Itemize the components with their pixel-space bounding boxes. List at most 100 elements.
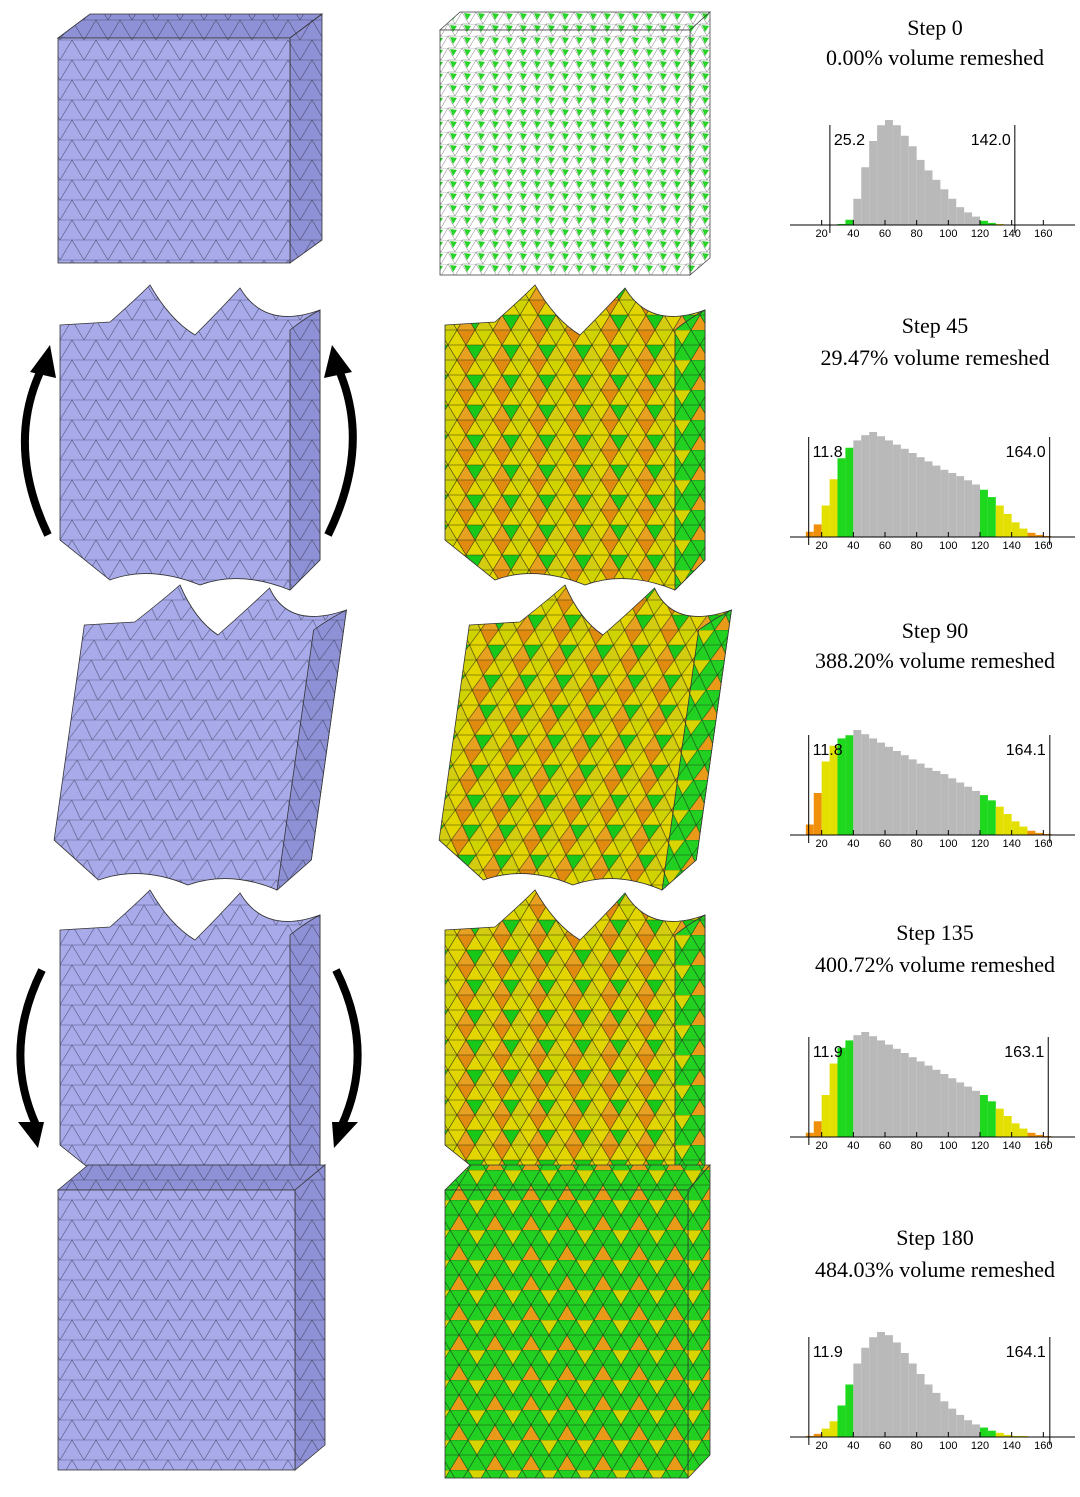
bar [980, 1095, 988, 1137]
bar [837, 223, 846, 225]
x-tick-label: 40 [847, 1140, 859, 1152]
quality-twisted [444, 284, 706, 591]
bar [821, 1095, 830, 1137]
bar [1043, 833, 1052, 835]
mesh-twisted [59, 889, 321, 1196]
bar [821, 761, 830, 835]
x-tick-label: 40 [847, 1440, 859, 1452]
bar [805, 1132, 814, 1137]
bar [1011, 1435, 1020, 1437]
bar [1019, 1435, 1028, 1437]
bar [980, 1427, 988, 1437]
bar [813, 793, 822, 835]
bar [972, 1424, 980, 1437]
quality-cube [438, 11, 712, 276]
bar [956, 782, 965, 835]
marker-label: 11.8 [813, 444, 843, 461]
x-tick-label: 120 [971, 540, 989, 552]
x-tick-label: 60 [879, 838, 891, 850]
bar [964, 1420, 973, 1437]
x-tick-label: 100 [939, 1140, 957, 1152]
bar [924, 767, 933, 835]
bar [972, 216, 980, 225]
bar [829, 1421, 838, 1437]
bar [972, 484, 980, 537]
bar [837, 1405, 846, 1437]
bar [964, 212, 973, 225]
bar [972, 1090, 980, 1137]
x-tick-label: 80 [911, 1140, 923, 1152]
bar [1043, 535, 1052, 537]
bar [1027, 830, 1036, 835]
bar [885, 746, 893, 835]
bar [837, 1047, 846, 1137]
bar [916, 159, 925, 225]
bar [1019, 528, 1028, 537]
step-subtitle: 400.72% volume remeshed [815, 952, 1055, 977]
bar [995, 223, 1004, 225]
bar [940, 774, 949, 835]
step-subtitle: 484.03% volume remeshed [815, 1257, 1055, 1282]
x-tick-label: 100 [939, 1440, 957, 1452]
bar [1003, 513, 1012, 537]
bar [916, 1061, 925, 1137]
bar [1027, 1132, 1036, 1137]
marker-label: 11.9 [813, 1344, 843, 1361]
step-title: Step 45 [902, 313, 969, 338]
bar [829, 479, 838, 537]
bar [948, 778, 957, 835]
x-tick-label: 100 [939, 228, 957, 240]
bar [877, 1040, 885, 1137]
bar [956, 1414, 965, 1437]
x-tick-label: 160 [1034, 540, 1052, 552]
bar [821, 1428, 830, 1437]
x-tick-label: 40 [847, 540, 859, 552]
bar [869, 738, 878, 835]
bar [964, 1086, 973, 1137]
bar [964, 786, 973, 835]
step-title: Step 0 [907, 15, 963, 40]
bar [900, 448, 909, 537]
x-tick-label: 60 [879, 228, 891, 240]
bar [885, 120, 893, 225]
x-tick-label: 60 [879, 540, 891, 552]
bar [900, 1053, 909, 1137]
x-tick-label: 120 [971, 228, 989, 240]
step-subtitle: 0.00% volume remeshed [826, 45, 1044, 70]
bar [821, 505, 830, 537]
x-tick-label: 160 [1034, 1140, 1052, 1152]
bar [980, 795, 988, 835]
bar [924, 170, 933, 225]
bar [813, 524, 822, 537]
bar [861, 1347, 870, 1437]
bar [956, 207, 965, 225]
bar [964, 480, 973, 537]
quality-twisted [444, 889, 706, 1196]
bar [932, 1392, 941, 1437]
rotation-arrows [16, 968, 362, 1148]
bar [1003, 814, 1012, 835]
bar [861, 435, 870, 537]
marker-label: 163.1 [1004, 1044, 1044, 1061]
bar [908, 1363, 917, 1437]
bar [892, 1048, 901, 1137]
x-tick-label: 80 [911, 228, 923, 240]
bar [924, 461, 933, 537]
bar [845, 1040, 854, 1137]
bar [853, 440, 862, 537]
marker-label: 11.9 [813, 1044, 843, 1061]
mesh-twisted [46, 584, 351, 891]
bar [916, 457, 925, 537]
marker-label: 142.0 [971, 132, 1011, 149]
bar [987, 1430, 996, 1437]
x-tick-label: 80 [911, 838, 923, 850]
x-tick-label: 140 [1002, 1440, 1020, 1452]
bar [877, 125, 885, 225]
bar [940, 189, 949, 225]
bar [861, 734, 870, 835]
x-tick-label: 60 [879, 1140, 891, 1152]
bar [932, 465, 941, 537]
x-tick-label: 20 [816, 540, 828, 552]
